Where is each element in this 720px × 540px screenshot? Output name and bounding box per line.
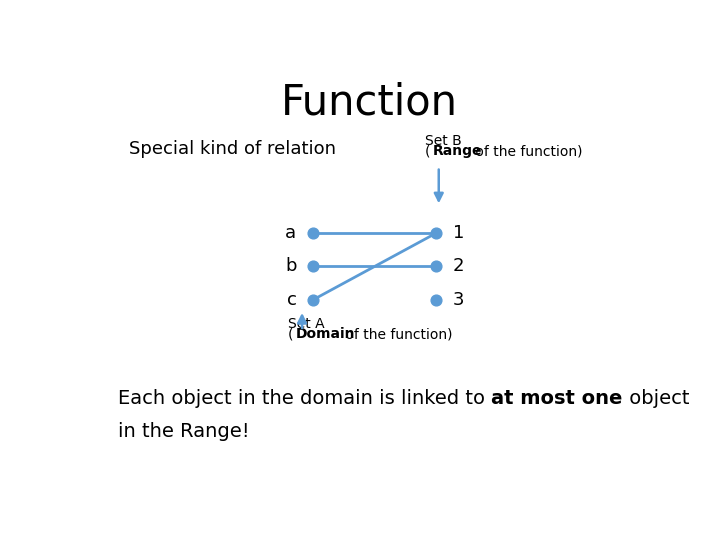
Point: [431, 229, 442, 238]
Point: [431, 262, 442, 271]
Text: a: a: [285, 224, 297, 242]
Text: Domain: Domain: [296, 327, 356, 341]
Text: Each object in the domain is linked to: Each object in the domain is linked to: [118, 389, 491, 408]
Text: at most one: at most one: [491, 389, 623, 408]
Point: [307, 262, 319, 271]
Text: Special kind of relation: Special kind of relation: [129, 140, 336, 158]
Text: Range: Range: [433, 144, 482, 158]
Text: 2: 2: [453, 258, 464, 275]
Text: (: (: [425, 144, 431, 158]
Text: Function: Function: [281, 82, 457, 124]
Text: (: (: [288, 327, 294, 341]
Text: 3: 3: [453, 291, 464, 309]
Text: in the Range!: in the Range!: [118, 422, 250, 441]
Text: Set A: Set A: [288, 317, 325, 331]
Text: of the function): of the function): [341, 327, 453, 341]
Text: Set B: Set B: [425, 134, 462, 148]
Text: object: object: [623, 389, 689, 408]
Point: [431, 295, 442, 304]
Text: 1: 1: [453, 224, 464, 242]
Text: b: b: [285, 258, 297, 275]
Text: c: c: [287, 291, 297, 309]
Text: of the function): of the function): [471, 144, 582, 158]
Point: [307, 295, 319, 304]
Point: [307, 229, 319, 238]
